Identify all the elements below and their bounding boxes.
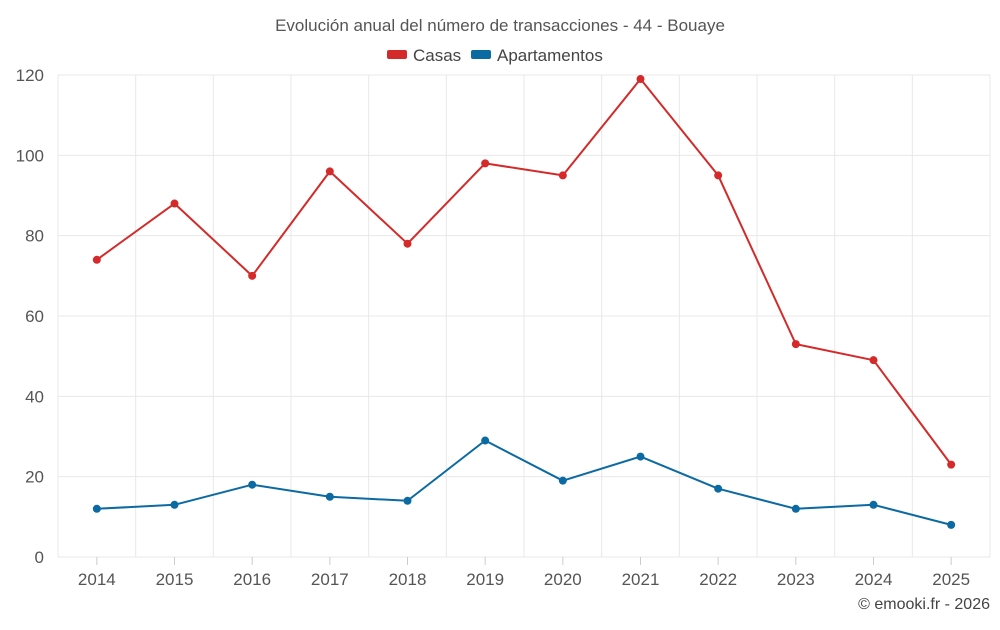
x-tick-label: 2024 [855, 570, 893, 589]
x-tick-label: 2025 [932, 570, 970, 589]
data-point-apartamentos [248, 480, 257, 489]
data-point-apartamentos [325, 492, 334, 501]
data-point-casas [869, 356, 878, 365]
data-point-casas [170, 199, 179, 208]
data-point-apartamentos [558, 476, 567, 485]
data-point-apartamentos [869, 500, 878, 509]
y-axis-ticks: 0 20 40 60 80 100 120 [16, 66, 44, 567]
x-tick-label: 2018 [389, 570, 427, 589]
y-tick-label: 0 [35, 548, 44, 567]
data-point-casas [791, 340, 800, 349]
data-point-casas [325, 167, 334, 176]
data-point-apartamentos [170, 500, 179, 509]
x-tick-label: 2022 [699, 570, 737, 589]
legend-label-casas: Casas [413, 46, 461, 65]
data-point-apartamentos [403, 496, 412, 505]
x-tick-label: 2021 [622, 570, 660, 589]
data-point-casas [714, 171, 723, 180]
series-apartamentos [92, 436, 956, 529]
x-tick-label: 2023 [777, 570, 815, 589]
legend: Casas Apartamentos [387, 46, 603, 65]
legend-swatch-apartamentos [471, 50, 491, 59]
credit-text: © emooki.fr - 2026 [858, 596, 990, 613]
data-point-casas [558, 171, 567, 180]
data-point-apartamentos [714, 484, 723, 493]
y-tick-label: 100 [16, 146, 44, 165]
grid [57, 74, 991, 558]
legend-swatch-casas [387, 50, 407, 59]
data-point-apartamentos [92, 504, 101, 513]
legend-item-apartamentos[interactable]: Apartamentos [471, 46, 603, 65]
y-tick-label: 20 [25, 468, 44, 487]
y-tick-label: 80 [25, 227, 44, 246]
data-point-apartamentos [481, 436, 490, 445]
x-tick-label: 2016 [233, 570, 271, 589]
data-point-casas [403, 239, 412, 248]
y-tick-label: 40 [25, 387, 44, 406]
data-point-apartamentos [636, 452, 645, 461]
legend-label-apartamentos: Apartamentos [497, 46, 603, 65]
data-point-apartamentos [947, 520, 956, 529]
series [92, 75, 956, 529]
data-point-casas [92, 255, 101, 264]
data-point-apartamentos [791, 504, 800, 513]
x-tick-label: 2017 [311, 570, 349, 589]
legend-item-casas[interactable]: Casas [387, 46, 461, 65]
data-point-casas [947, 460, 956, 469]
y-tick-label: 60 [25, 307, 44, 326]
x-tick-label: 2019 [466, 570, 504, 589]
y-tick-label: 120 [16, 66, 44, 85]
data-point-casas [636, 75, 645, 84]
x-tick-label: 2020 [544, 570, 582, 589]
series-line-casas [96, 78, 952, 466]
data-point-casas [248, 271, 257, 280]
x-tick-label: 2015 [156, 570, 194, 589]
chart-title: Evolución anual del número de transaccio… [275, 16, 725, 35]
series-line-apartamentos [96, 439, 952, 526]
data-point-casas [481, 159, 490, 168]
x-axis-ticks: 2014 2015 2016 2017 2018 2019 2020 2021 2022 2023… [78, 557, 970, 589]
x-tick-label: 2014 [78, 570, 116, 589]
series-casas [92, 75, 956, 469]
